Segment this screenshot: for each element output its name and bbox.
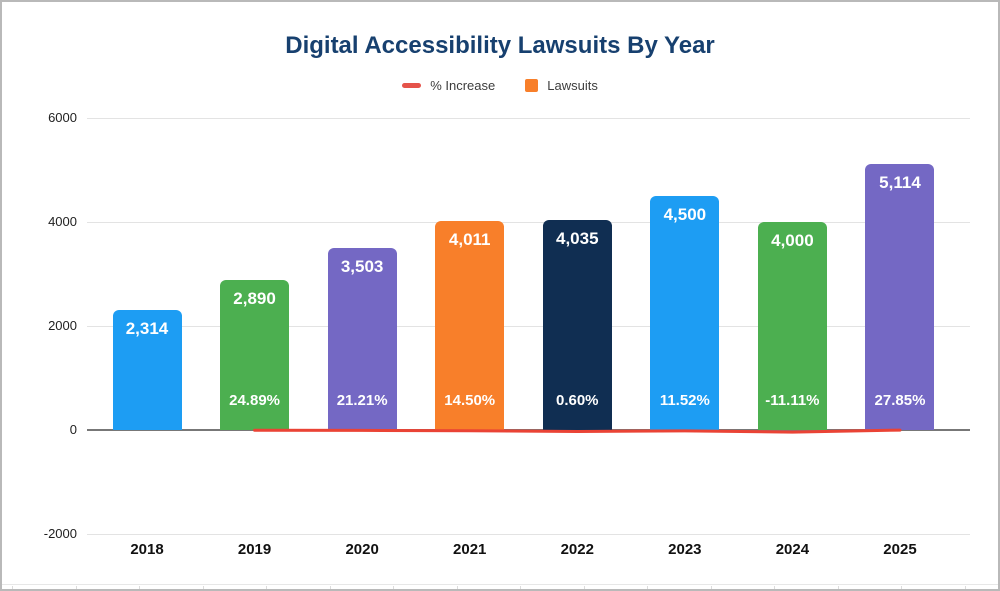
spreadsheet-column-tick (266, 586, 267, 589)
legend-item--increase[interactable]: % Increase (402, 78, 495, 93)
bar-2024[interactable]: 4,000 -11.11% (757, 222, 827, 430)
gridline (87, 326, 970, 327)
spreadsheet-column-tick (12, 586, 13, 589)
spreadsheet-column-tick (710, 586, 712, 589)
bar-percent-label: 14.50% (444, 391, 496, 409)
spreadsheet-column-tick (202, 586, 204, 589)
y-axis-tick-label: -2000 (43, 526, 77, 541)
bar-value-label: 2,890 (233, 288, 276, 308)
chart-legend: % Increase Lawsuits (2, 78, 998, 93)
gridline (87, 118, 970, 119)
bar-value-label: 4,011 (448, 230, 491, 250)
spreadsheet-column-tick (139, 586, 140, 589)
spreadsheet-column-tick (393, 586, 394, 589)
gridline (87, 222, 970, 223)
bar-2021[interactable]: 4,011 14.50% (435, 221, 505, 430)
legend-item-lawsuits[interactable]: Lawsuits (525, 78, 598, 93)
y-axis-tick-label: 2000 (48, 318, 77, 333)
bar-percent-label: -11.11% (765, 392, 820, 409)
bar-2019[interactable]: 2,890 24.89% (220, 279, 290, 430)
x-axis-tick-label: 2018 (130, 541, 164, 558)
spreadsheet-column-tick (520, 586, 521, 589)
y-axis-tick-label: 6000 (48, 110, 77, 125)
bar-percent-label: 21.21% (336, 391, 388, 409)
x-axis-tick-label: 2024 (775, 541, 810, 558)
bar-value-label: 4,000 (771, 231, 814, 250)
bar-value-label: 2,314 (125, 318, 169, 338)
x-axis-tick-label: 2021 (453, 541, 487, 558)
bar-2025[interactable]: 5,114 27.85% (865, 164, 935, 430)
x-axis-tick-label: 2023 (668, 541, 702, 558)
spreadsheet-column-tick (583, 586, 585, 589)
gridline (87, 534, 970, 535)
bar-value-label: 5,114 (879, 173, 921, 193)
x-axis-tick-label: 2025 (883, 541, 917, 558)
bar-value-label: 3,503 (340, 256, 384, 276)
spreadsheet-column-tick (837, 586, 839, 589)
bar-percent-label: 27.85% (874, 391, 926, 409)
bar-2023[interactable]: 4,500 11.52% (650, 196, 720, 430)
spreadsheet-column-tick (329, 586, 331, 589)
legend-label: % Increase (430, 78, 496, 93)
bar-value-label: 4,500 (663, 205, 707, 224)
bar-2020[interactable]: 3,503 21.21% (327, 247, 397, 430)
x-axis-tick-label: 2022 (560, 541, 594, 558)
spreadsheet-column-tick (901, 586, 902, 589)
spreadsheet-column-tick (456, 586, 458, 589)
bar-percent-label: 24.89% (229, 391, 280, 409)
line-swatch-icon (402, 83, 422, 88)
x-axis-tick-label: 2019 (237, 541, 272, 558)
spreadsheet-column-tick (774, 586, 775, 589)
y-axis-tick-label: 4000 (48, 214, 77, 229)
square-swatch-icon (525, 79, 539, 92)
spreadsheet-column-tick (964, 586, 966, 589)
x-axis-tick-label: 2020 (345, 541, 379, 558)
spreadsheet-gridline (2, 584, 998, 585)
chart-title: Digital Accessibility Lawsuits By Year (285, 32, 715, 59)
bar-percent-label: 0.60% (555, 391, 599, 409)
bar-value-label: 4,035 (555, 229, 599, 249)
spreadsheet-column-tick (647, 586, 648, 589)
legend-label: Lawsuits (547, 78, 598, 93)
spreadsheet-column-tick (75, 586, 77, 589)
y-axis-tick-label: 0 (69, 422, 77, 437)
bar-percent-label: 11.52% (659, 392, 710, 409)
bar-2022[interactable]: 4,035 0.60% (542, 220, 612, 430)
bar-2018[interactable]: 2,314 (112, 309, 182, 430)
